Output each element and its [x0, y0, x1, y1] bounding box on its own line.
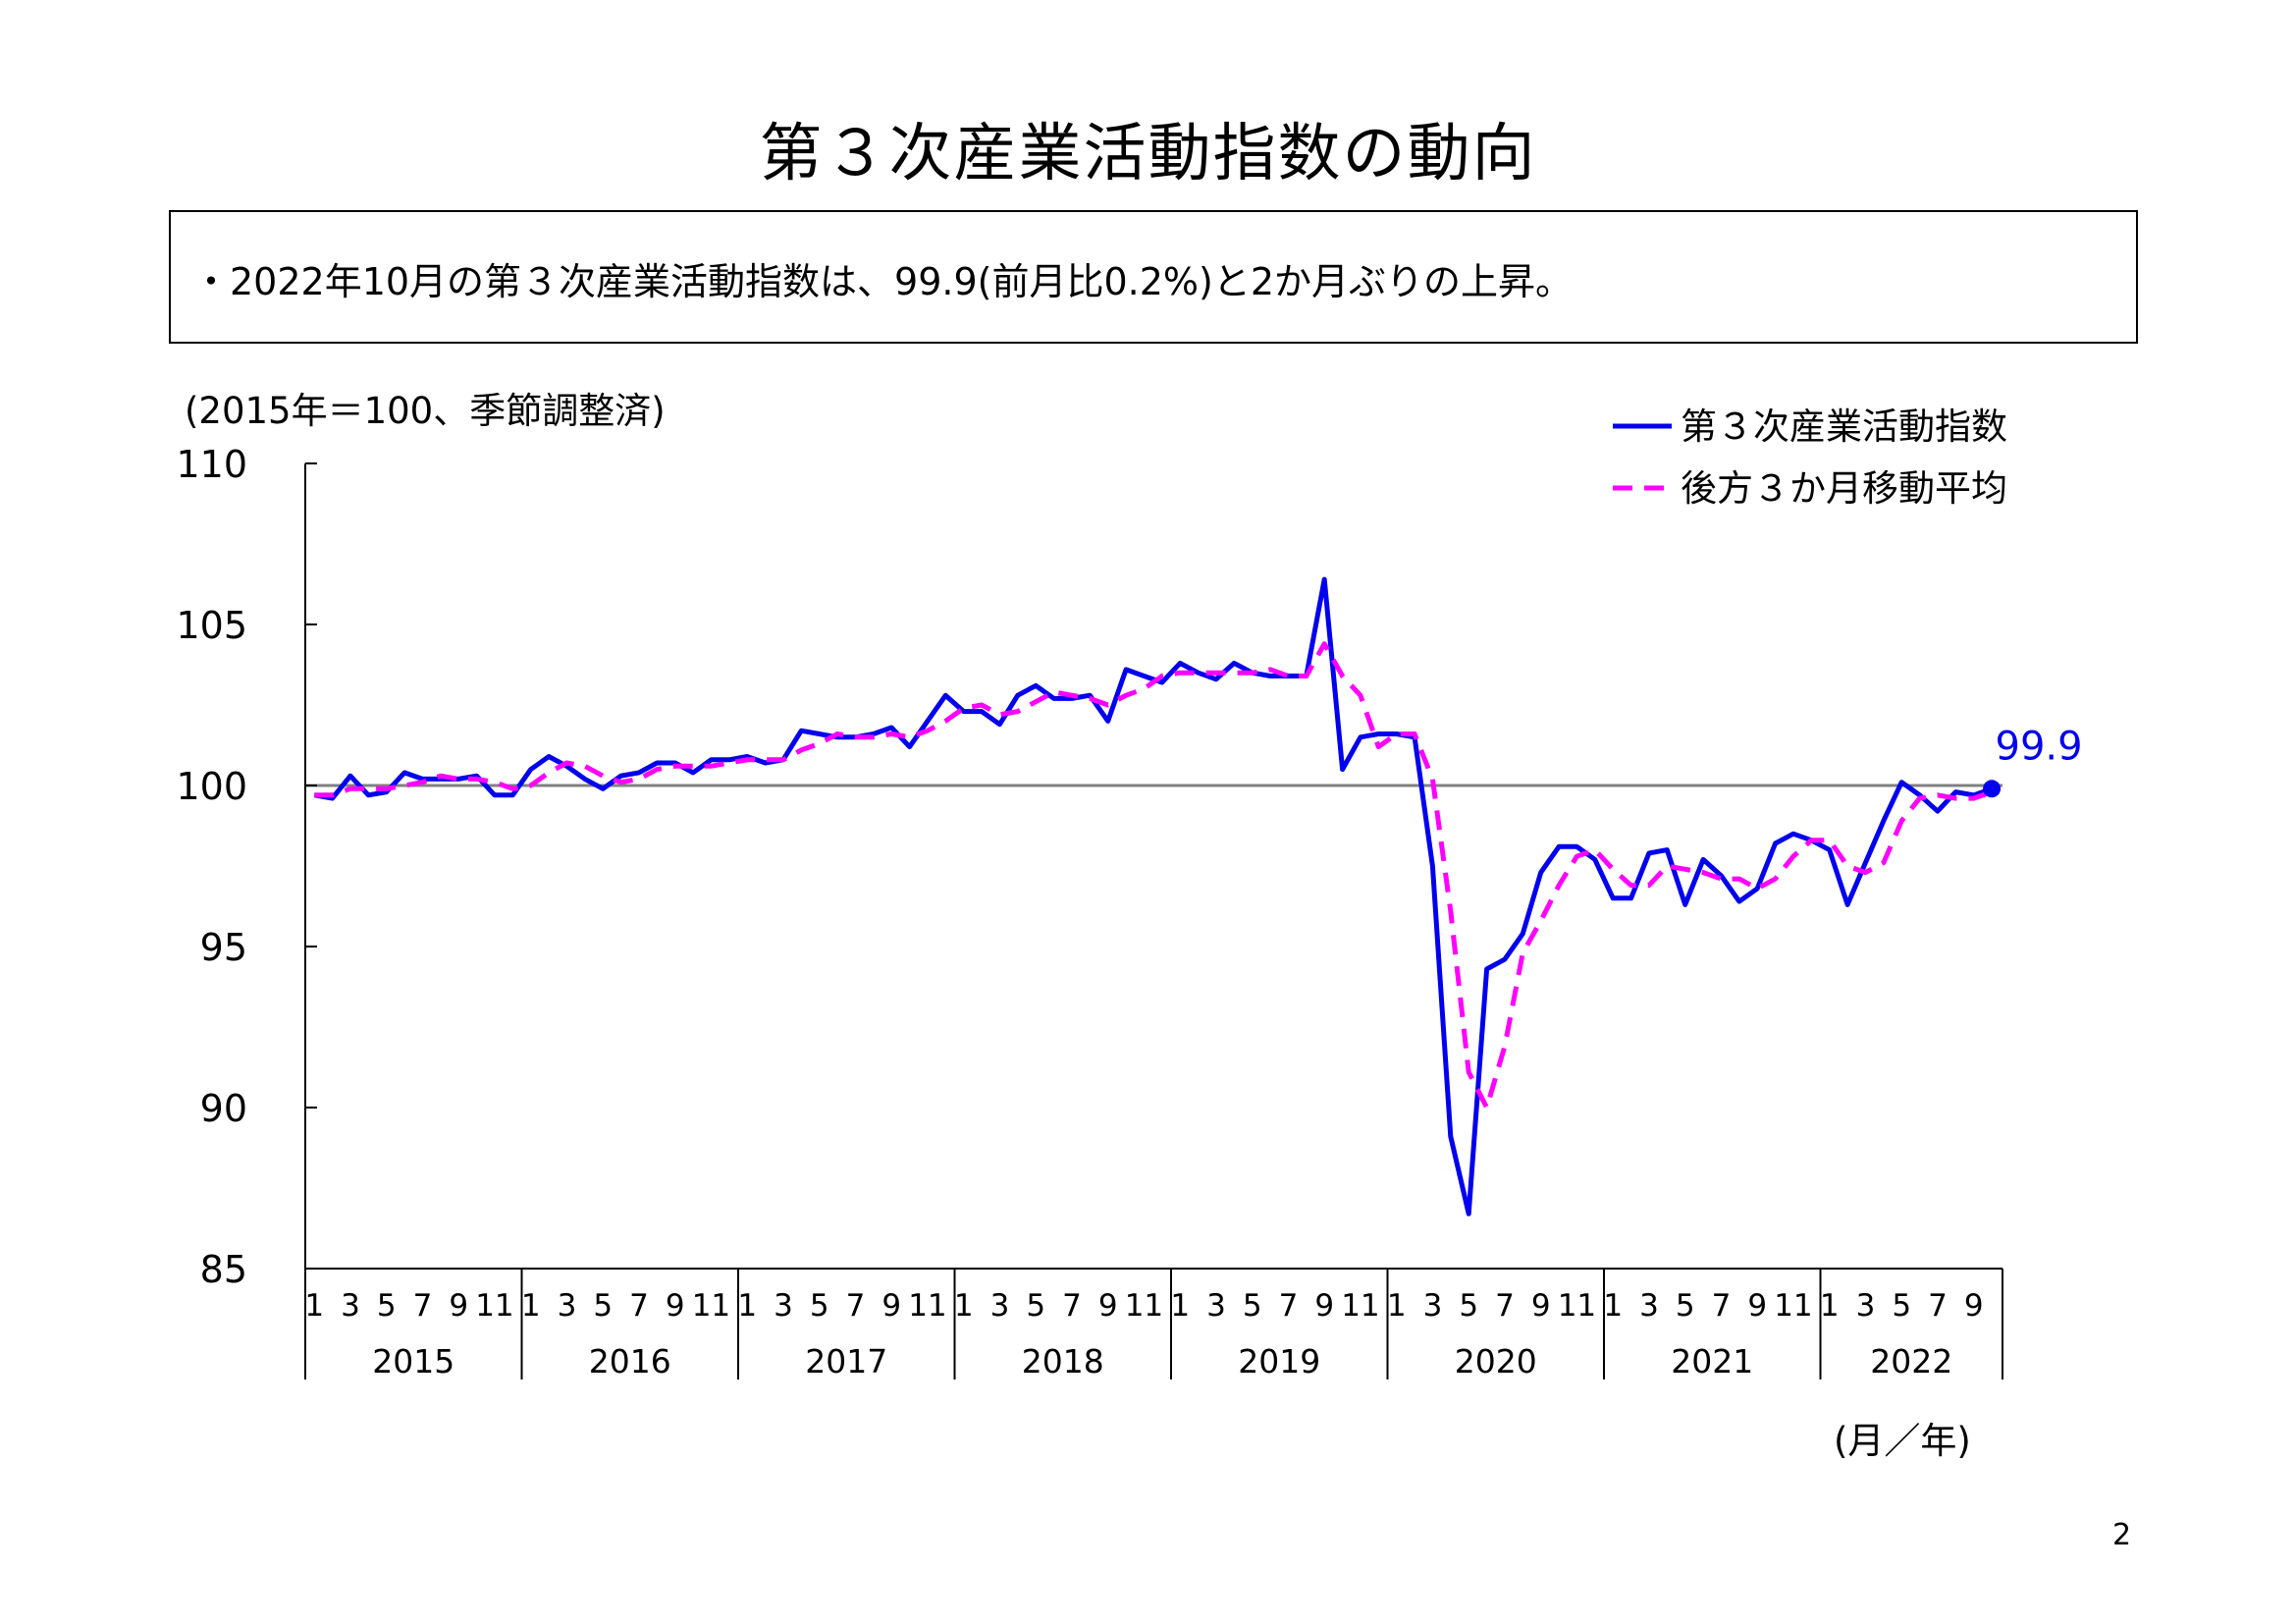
latest-point-marker [1983, 780, 2002, 798]
x-year-label: 2020 [1455, 1342, 1537, 1380]
x-year-label: 2015 [372, 1342, 454, 1380]
legend-label-moving-average: 後方３か月移動平均 [1681, 467, 2007, 510]
x-month-label: 5 [1026, 1288, 1045, 1324]
x-year-label: 2018 [1022, 1342, 1104, 1380]
x-month-label: 7 [1495, 1288, 1515, 1324]
x-month-label: 7 [629, 1288, 649, 1324]
x-month-label: 11 [692, 1288, 730, 1324]
x-month-label: 5 [1459, 1288, 1478, 1324]
x-month-label: 11 [1341, 1288, 1379, 1324]
page-number: 2 [2112, 1518, 2132, 1552]
x-month-label: 7 [1712, 1288, 1732, 1324]
x-month-label: 11 [1774, 1288, 1812, 1324]
x-year-label: 2019 [1238, 1342, 1320, 1380]
x-month-label: 9 [1531, 1288, 1551, 1324]
y-unit-note: (2015年＝100、季節調整済) [185, 390, 666, 432]
x-month-label: 9 [1964, 1288, 1984, 1324]
x-year-label: 2016 [589, 1342, 671, 1380]
x-month-label: 5 [377, 1288, 397, 1324]
x-month-label: 3 [1423, 1288, 1443, 1324]
x-month-label: 9 [1747, 1288, 1767, 1324]
x-month-label: 1 [737, 1288, 757, 1324]
x-month-label: 11 [1125, 1288, 1163, 1324]
x-month-label: 1 [304, 1288, 324, 1324]
series-layer [313, 576, 1993, 1217]
x-month-label: 9 [1098, 1288, 1118, 1324]
x-month-label: 3 [341, 1288, 360, 1324]
latest-value-label: 99.9 [1996, 724, 2083, 769]
x-month-label: 7 [1928, 1288, 1948, 1324]
x-month-label: 3 [1206, 1288, 1226, 1324]
y-tick-label: 90 [200, 1087, 247, 1130]
x-month-label: 9 [666, 1288, 685, 1324]
x-month-label: 1 [521, 1288, 541, 1324]
y-tick-label: 85 [200, 1248, 247, 1291]
x-month-label: 7 [1062, 1288, 1082, 1324]
x-month-label: 9 [1314, 1288, 1334, 1324]
x-month-label: 5 [1676, 1288, 1695, 1324]
x-month-label: 7 [413, 1288, 433, 1324]
y-tick-label: 110 [176, 443, 247, 486]
x-month-label: 3 [774, 1288, 793, 1324]
series-moving-average-line [314, 641, 1993, 1110]
series-index-line [313, 576, 1993, 1217]
summary-text: ・2022年10月の第３次産業活動指数は、99.9(前月比0.2%)と2か月ぶり… [192, 260, 1574, 303]
x-year-label: 2021 [1671, 1342, 1753, 1380]
page-title: 第３次産業活動指数の動向 [759, 118, 1537, 190]
x-month-label: 7 [1279, 1288, 1299, 1324]
x-month-label: 1 [1603, 1288, 1623, 1324]
x-year-label: 2017 [805, 1342, 887, 1380]
x-month-label: 5 [1243, 1288, 1262, 1324]
x-month-label: 3 [1639, 1288, 1659, 1324]
summary-box: ・2022年10月の第３次産業活動指数は、99.9(前月比0.2%)と2か月ぶり… [169, 210, 2138, 344]
x-month-label: 9 [449, 1288, 468, 1324]
x-month-label: 3 [558, 1288, 577, 1324]
x-month-label: 1 [1387, 1288, 1407, 1324]
x-month-label: 5 [810, 1288, 829, 1324]
x-month-label: 11 [475, 1288, 513, 1324]
x-month-label: 1 [1170, 1288, 1190, 1324]
x-month-label: 7 [846, 1288, 866, 1324]
x-month-label: 3 [1856, 1288, 1876, 1324]
legend-label-index: 第３次産業活動指数 [1681, 406, 2007, 448]
x-month-label: 3 [990, 1288, 1010, 1324]
x-month-label: 9 [881, 1288, 901, 1324]
y-tick-label: 105 [176, 604, 247, 647]
y-tick-label: 100 [176, 765, 247, 808]
x-month-label: 11 [1558, 1288, 1596, 1324]
chart-legend: 第３次産業活動指数 後方３か月移動平均 [1613, 406, 2007, 510]
x-year-label: 2022 [1870, 1342, 1952, 1380]
x-month-label: 1 [1820, 1288, 1840, 1324]
label-layer: 99.9 [1983, 724, 2083, 798]
x-month-label: 5 [593, 1288, 613, 1324]
x-unit-label: (月／年) [1834, 1420, 1971, 1462]
x-month-label: 5 [1892, 1288, 1911, 1324]
x-month-label: 1 [954, 1288, 974, 1324]
x-month-label: 11 [908, 1288, 946, 1324]
y-tick-label: 95 [200, 926, 247, 969]
